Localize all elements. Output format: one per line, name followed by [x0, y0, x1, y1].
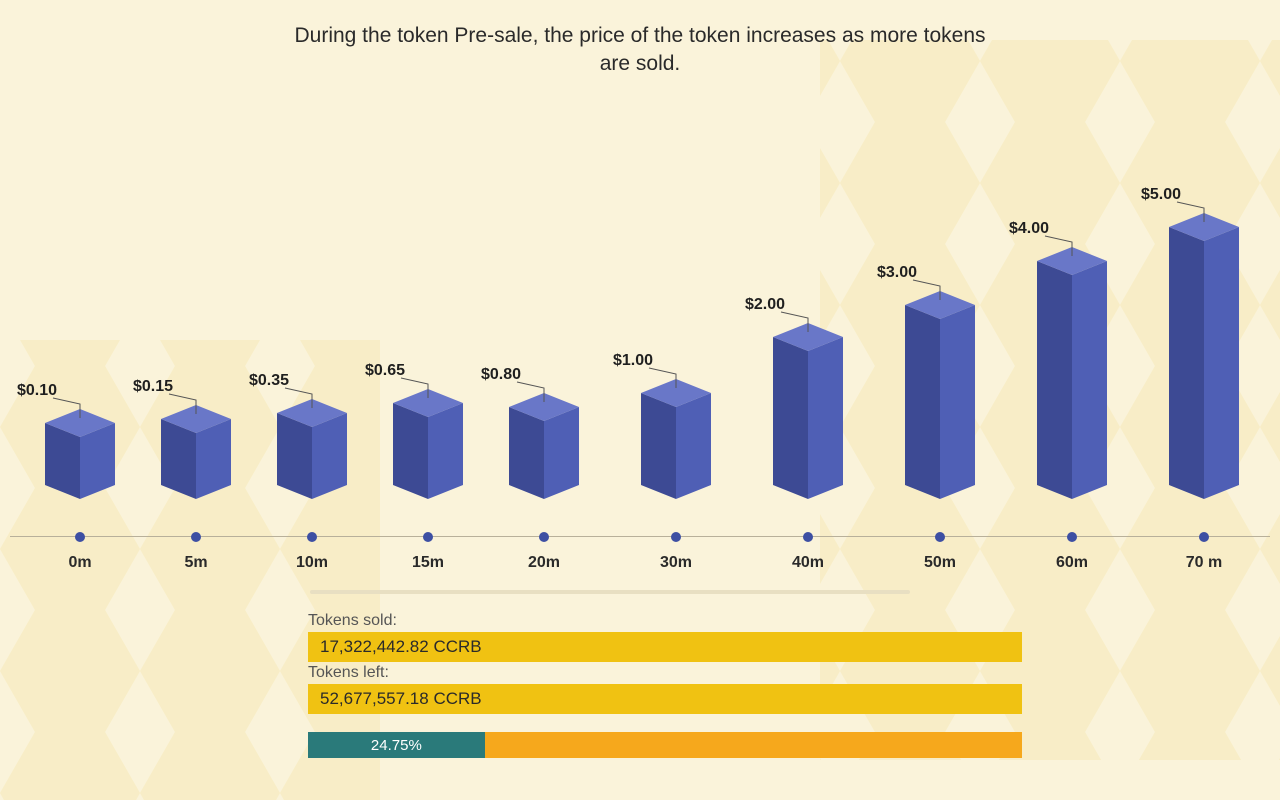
- x-axis-label: 30m: [660, 554, 692, 572]
- price-label: $0.80: [481, 366, 521, 384]
- price-label: $5.00: [1141, 186, 1181, 204]
- axis-dot-icon: [803, 532, 813, 542]
- price-label: $2.00: [745, 296, 785, 314]
- chart-column: $2.0040m: [763, 160, 853, 580]
- chart-column: $0.6515m: [383, 160, 473, 580]
- axis-dot-icon: [75, 532, 85, 542]
- chart-column: $1.0030m: [631, 160, 721, 580]
- price-label: $3.00: [877, 264, 917, 282]
- price-label: $0.35: [249, 372, 289, 390]
- leader-line: [35, 160, 125, 580]
- price-label: $0.10: [17, 382, 57, 400]
- axis-dot-icon: [935, 532, 945, 542]
- tokens-left-bar: 52,677,557.18 CCRB: [308, 684, 1022, 714]
- tokens-sold-label: Tokens sold:: [308, 612, 1022, 630]
- axis-dot-icon: [671, 532, 681, 542]
- chart-column: $5.0070 m: [1159, 160, 1249, 580]
- chart-column: $0.8020m: [499, 160, 589, 580]
- x-axis-label: 60m: [1056, 554, 1088, 572]
- x-axis-label: 70 m: [1186, 554, 1222, 572]
- chart-column: $0.100m: [35, 160, 125, 580]
- x-axis-label: 15m: [412, 554, 444, 572]
- axis-dot-icon: [1199, 532, 1209, 542]
- scrollbar-track: [310, 590, 910, 594]
- price-label: $0.15: [133, 378, 173, 396]
- x-axis-label: 50m: [924, 554, 956, 572]
- stats-panel: Tokens sold: 17,322,442.82 CCRB Tokens l…: [308, 610, 1022, 758]
- x-axis-label: 10m: [296, 554, 328, 572]
- leader-line: [895, 160, 985, 580]
- leader-line: [763, 160, 853, 580]
- x-axis-label: 40m: [792, 554, 824, 572]
- tokens-sold-bar: 17,322,442.82 CCRB: [308, 632, 1022, 662]
- axis-dot-icon: [539, 532, 549, 542]
- chart-column: $4.0060m: [1027, 160, 1117, 580]
- chart-column: $0.155m: [151, 160, 241, 580]
- price-label: $4.00: [1009, 220, 1049, 238]
- chart-title: During the token Pre-sale, the price of …: [290, 22, 990, 79]
- axis-dot-icon: [1067, 532, 1077, 542]
- leader-line: [631, 160, 721, 580]
- axis-dot-icon: [423, 532, 433, 542]
- progress-fill: 24.75%: [308, 732, 485, 758]
- x-axis-label: 20m: [528, 554, 560, 572]
- leader-line: [151, 160, 241, 580]
- axis-dot-icon: [307, 532, 317, 542]
- x-axis-label: 0m: [68, 554, 91, 572]
- leader-line: [267, 160, 357, 580]
- chart-column: $0.3510m: [267, 160, 357, 580]
- price-chart: $0.100m$0.155m$0.3510m$0.6515m$0.8020m$1…: [0, 160, 1280, 580]
- chart-column: $3.0050m: [895, 160, 985, 580]
- axis-dot-icon: [191, 532, 201, 542]
- progress-bar: 24.75%: [308, 732, 1022, 758]
- price-label: $1.00: [613, 352, 653, 370]
- tokens-left-label: Tokens left:: [308, 664, 1022, 682]
- leader-line: [1159, 160, 1249, 580]
- price-label: $0.65: [365, 362, 405, 380]
- x-axis-label: 5m: [184, 554, 207, 572]
